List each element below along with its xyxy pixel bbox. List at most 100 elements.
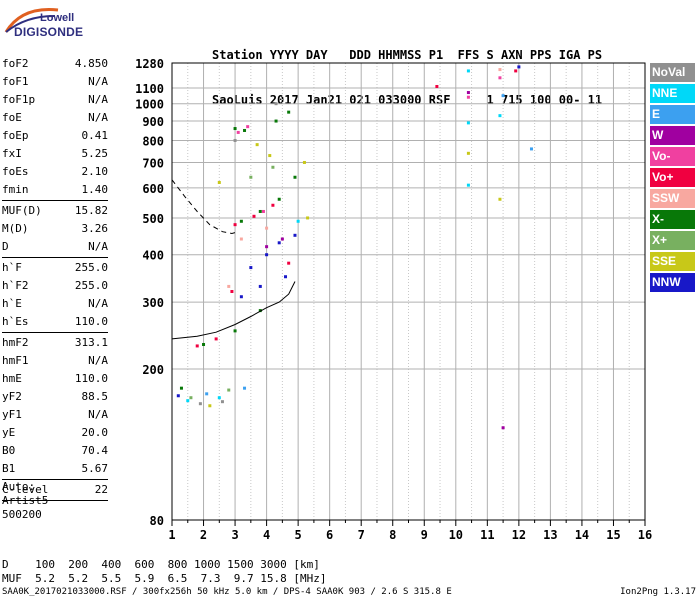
logo-line2: DIGISONDE bbox=[14, 25, 84, 39]
param-row: foE N/A bbox=[2, 109, 108, 127]
logo-swoosh-icon bbox=[4, 7, 59, 33]
param-value: N/A bbox=[88, 93, 108, 106]
legend-item-x-: X- bbox=[650, 210, 695, 229]
param-row: C-level 22 bbox=[2, 481, 108, 499]
param-divider bbox=[2, 479, 108, 480]
param-label: yF2 bbox=[2, 390, 22, 403]
echo-point-w bbox=[501, 426, 505, 430]
y-tick-label: 1280 bbox=[135, 57, 164, 71]
param-value: 15.82 bbox=[74, 204, 108, 217]
legend-item-e: E bbox=[650, 105, 695, 124]
echo-point-x- bbox=[179, 386, 183, 390]
param-value: 255.0 bbox=[74, 261, 108, 274]
echo-point-nne bbox=[466, 121, 470, 125]
echo-point-vo- bbox=[252, 214, 256, 218]
param-label: M(D) bbox=[2, 222, 29, 235]
param-row: hmF2 313.1 bbox=[2, 334, 108, 352]
param-label: B0 bbox=[2, 444, 16, 457]
echo-point-vo- bbox=[236, 130, 240, 134]
param-value: 110.0 bbox=[74, 315, 108, 328]
param-value: 2.10 bbox=[81, 165, 109, 178]
x-tick-label: 5 bbox=[295, 528, 302, 542]
echo-point-noval bbox=[198, 402, 202, 406]
echo-point-vo- bbox=[214, 337, 218, 341]
y-tick-label: 80 bbox=[150, 514, 164, 528]
echo-point-vo- bbox=[271, 203, 275, 207]
echo-point-vo- bbox=[261, 209, 265, 213]
param-row: h`F2 255.0 bbox=[2, 277, 108, 295]
x-tick-label: 3 bbox=[231, 528, 238, 542]
param-divider bbox=[2, 257, 108, 258]
param-value: 5.25 bbox=[81, 147, 109, 160]
param-value: N/A bbox=[88, 297, 108, 310]
legend-item-w: W bbox=[650, 126, 695, 145]
echo-point-noval bbox=[220, 400, 224, 404]
y-tick-label: 400 bbox=[142, 249, 164, 263]
param-label: foEs bbox=[2, 165, 29, 178]
echo-point-ssw bbox=[227, 284, 231, 288]
y-tick-label: 900 bbox=[142, 115, 164, 129]
param-label: foF1 bbox=[2, 75, 29, 88]
param-row: foF1p N/A bbox=[2, 91, 108, 109]
param-row: h`F 255.0 bbox=[2, 259, 108, 277]
y-tick-label: 1100 bbox=[135, 82, 164, 96]
param-row: foEp 0.41 bbox=[2, 127, 108, 145]
y-tick-label: 700 bbox=[142, 156, 164, 170]
y-tick-label: 600 bbox=[142, 182, 164, 196]
echo-point-x- bbox=[233, 329, 237, 333]
param-label: yE bbox=[2, 426, 16, 439]
param-row: foF2 4.850 bbox=[2, 55, 108, 73]
scaled-parameters-panel: foF2 4.850 foF1 N/A foF1p N/A foE N/A foEp 0.41 fx… bbox=[2, 55, 108, 502]
extrapolated-profile-dashed bbox=[171, 179, 239, 235]
file-info-footer: SAA0K_2017021033000.RSF / 300fx256h 50 k… bbox=[2, 587, 452, 597]
param-value: N/A bbox=[88, 408, 108, 421]
auto-software: Artist5 bbox=[2, 494, 49, 507]
echo-point-nnw bbox=[249, 266, 253, 270]
x-tick-label: 1 bbox=[168, 528, 175, 542]
echo-point-ssw bbox=[265, 226, 269, 230]
x-tick-label: 2 bbox=[200, 528, 207, 542]
echo-point-x- bbox=[258, 209, 262, 213]
param-row: h`E N/A bbox=[2, 295, 108, 313]
echo-point-noval bbox=[274, 102, 278, 106]
echo-point-x- bbox=[243, 128, 247, 132]
echo-point-nnw bbox=[239, 295, 243, 299]
echo-point-nnw bbox=[293, 233, 297, 237]
param-value: N/A bbox=[88, 75, 108, 88]
echo-point-e bbox=[243, 386, 247, 390]
param-label: foF1p bbox=[2, 93, 36, 106]
muf-distance-row: D 100 200 400 600 800 1000 1500 3000 [km… bbox=[2, 558, 320, 571]
param-row: h`Es 110.0 bbox=[2, 313, 108, 331]
echo-point-w bbox=[265, 245, 269, 249]
echo-point-x- bbox=[293, 175, 297, 179]
echo-point-w bbox=[280, 237, 284, 241]
x-tick-label: 15 bbox=[606, 528, 620, 542]
echo-point-x- bbox=[249, 175, 253, 179]
param-value: 110.0 bbox=[74, 372, 108, 385]
echo-point-nne bbox=[186, 399, 190, 403]
x-tick-label: 6 bbox=[326, 528, 333, 542]
echo-point-nnw bbox=[517, 65, 521, 69]
echo-point-sse bbox=[217, 180, 221, 184]
echo-point-x- bbox=[233, 127, 237, 131]
y-tick-label: 200 bbox=[142, 363, 164, 377]
param-label: h`F2 bbox=[2, 279, 29, 292]
legend-item-vo-: Vo- bbox=[650, 147, 695, 166]
x-tick-label: 10 bbox=[449, 528, 463, 542]
param-value: 1.40 bbox=[81, 183, 109, 196]
software-version: Ion2Png 1.3.17 bbox=[620, 587, 696, 597]
param-row: MUF(D) 15.82 bbox=[2, 202, 108, 220]
x-tick-label: 11 bbox=[480, 528, 494, 542]
echo-point-vo- bbox=[287, 261, 291, 265]
x-tick-label: 7 bbox=[358, 528, 365, 542]
echo-point-sse bbox=[306, 216, 310, 220]
direction-legend: NoVal NNE E W Vo- Vo+ SSW X- X+ SSE NNW bbox=[650, 63, 695, 294]
echo-point-e bbox=[501, 94, 505, 98]
echo-point-nnw bbox=[176, 394, 180, 398]
echo-point-e bbox=[205, 392, 209, 396]
x-tick-label: 12 bbox=[512, 528, 526, 542]
param-row: B0 70.4 bbox=[2, 442, 108, 460]
y-tick-label: 800 bbox=[142, 134, 164, 148]
echo-point-vo- bbox=[514, 69, 518, 73]
param-label: hmF1 bbox=[2, 354, 29, 367]
